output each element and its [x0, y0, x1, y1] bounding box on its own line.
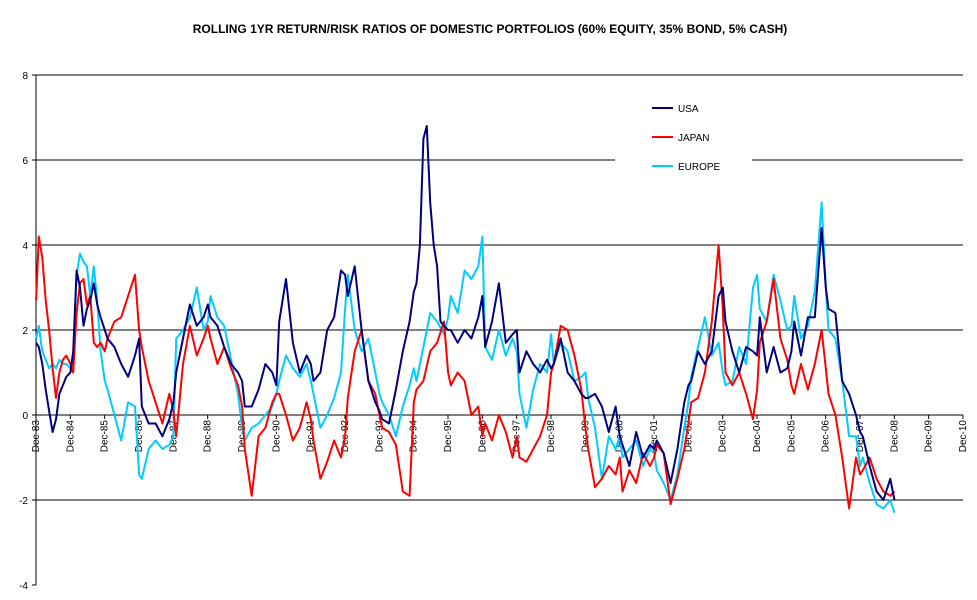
x-tick-label: Dec-86 [134, 420, 145, 453]
series-line-usa [35, 125, 896, 501]
chart-title: ROLLING 1YR RETURN/RISK RATIOS OF DOMEST… [193, 22, 788, 36]
legend: USA JAPAN EUROPE [615, 90, 752, 190]
x-tick-label: Dec-94 [409, 420, 420, 453]
y-tick-label: -2 [19, 496, 28, 507]
series-lines [35, 125, 896, 514]
y-tick-label: 4 [22, 241, 28, 252]
legend-label-japan: JAPAN [678, 133, 710, 144]
x-tick-label: Dec-91 [306, 420, 317, 453]
x-tick-label: Dec-85 [100, 420, 111, 453]
y-tick-label: 0 [22, 411, 28, 422]
y-tick-label: 2 [22, 326, 28, 337]
x-tick-label: Dec-88 [203, 420, 214, 453]
series-line-japan [35, 235, 896, 510]
x-tick-label: Dec-93 [374, 420, 385, 453]
y-tick-label: -4 [19, 581, 28, 592]
y-tick-labels: -4 -2 0 2 4 6 8 [19, 71, 28, 592]
legend-label-usa: USA [678, 104, 699, 115]
x-tick-label: Dec-06 [821, 420, 832, 453]
x-tick-label: Dec-03 [718, 420, 729, 453]
x-tick-label: Dec-95 [443, 420, 454, 453]
y-tick-label: 6 [22, 156, 28, 167]
x-tick-label: Dec-10 [958, 420, 969, 453]
legend-box [615, 90, 752, 190]
x-tick-label: Dec-98 [546, 420, 557, 453]
legend-label-europe: EUROPE [678, 162, 721, 173]
x-tick-label: Dec-09 [924, 420, 935, 453]
y-tick-label: 8 [22, 71, 28, 82]
x-tick-label: Dec-90 [271, 420, 282, 453]
x-tick-label: Dec-05 [786, 420, 797, 453]
x-tick-label: Dec-04 [752, 420, 763, 453]
x-tick-label: Dec-01 [649, 420, 660, 453]
x-tick-label: Dec-07 [855, 420, 866, 453]
x-tick-label: Dec-89 [237, 420, 248, 453]
x-tick-label: Dec-83 [31, 420, 42, 453]
x-tick-label: Dec-08 [889, 420, 900, 453]
x-tick-label: Dec-84 [65, 420, 76, 453]
x-tick-label: Dec-02 [683, 420, 694, 453]
